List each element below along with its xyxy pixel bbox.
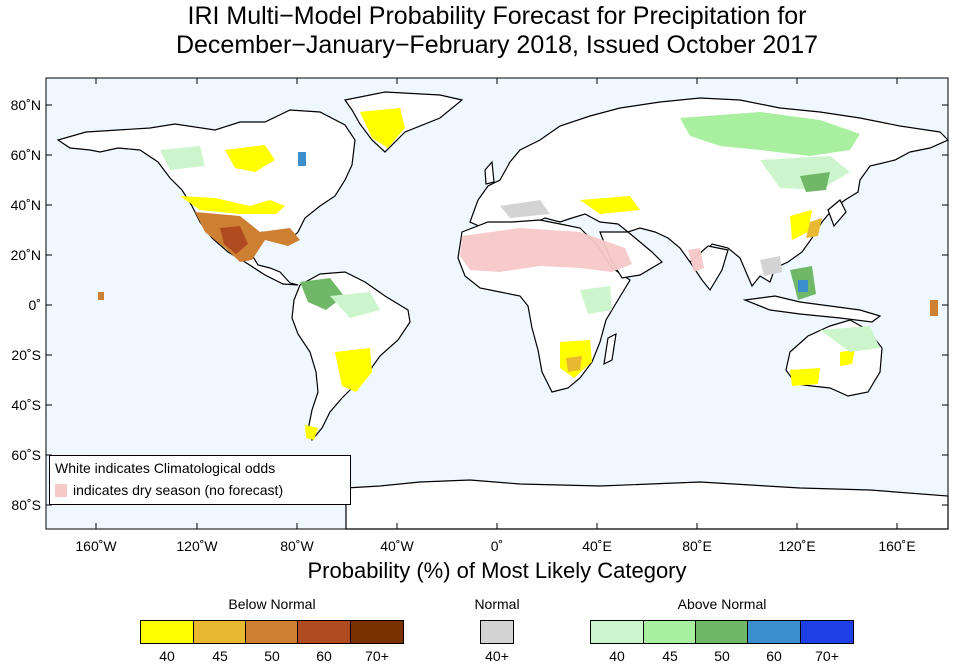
normal-40-swatch [480,620,514,644]
y-tick-20n: 20˚N [11,247,41,263]
below-45-swatch [193,620,246,644]
dry-season-swatch [55,484,67,497]
below-label-45: 45 [212,648,228,664]
below-china [790,210,812,240]
y-tick-0: 0˚ [29,297,41,313]
below-s-america [335,348,372,392]
north-america [56,109,356,286]
above-50-swatch [695,620,748,644]
below-us-south [195,212,300,262]
above-us-north [160,146,205,170]
below-60-swatch [297,620,351,644]
below-canada-yellow [225,145,275,172]
probability-axis-label: Probability (%) of Most Likely Category [307,558,687,583]
above-label-60: 60 [766,648,782,664]
x-tick-120e: 120˚E [778,538,815,554]
above-40-swatch [590,620,644,644]
y-tick-80s: 80˚S [11,497,41,513]
madagascar [603,332,617,366]
normal-e-asia [760,256,782,276]
map-title: IRI Multi−Model Probability Forecast for… [0,2,954,60]
above-label-70: 70+ [815,648,839,664]
above-amazon-light [330,292,380,318]
below-label-40: 40 [159,648,175,664]
below-label-70: 70+ [365,648,389,664]
normal-n-africa [500,200,550,218]
below-australia-east [840,350,855,366]
x-tick-0: 0˚ [491,538,503,554]
x-tick-160e: 160˚E [878,538,915,554]
above-60-swatch [747,620,801,644]
y-tick-40s: 40˚S [11,397,41,413]
above-45-swatch [643,620,696,644]
map-title-line2: December−January−February 2018, Issued O… [175,31,819,59]
below-australia [790,368,820,386]
above-maritime-60 [798,280,808,292]
inset-legend: White indicates Climatological odds indi… [49,455,351,505]
above-label-45: 45 [662,648,678,664]
japan [827,199,847,228]
below-greenland [360,108,405,148]
y-tick-60n: 60˚N [11,147,41,163]
dry-season-areas [460,228,704,272]
inset-legend-climatology-text: White indicates Climatological odds [55,460,276,476]
indonesia [742,295,882,323]
normal-areas [500,200,782,276]
above-e-africa [580,286,612,314]
y-tick-40n: 40˚N [11,197,41,213]
normal-title: Normal [474,596,520,612]
above-canada-blue [298,152,306,166]
below-label-50: 50 [264,648,280,664]
below-normal-title: Below Normal [228,596,316,612]
below-us-gulf [220,226,248,254]
x-tick-40e: 40˚E [582,538,612,554]
below-patagonia [305,425,318,440]
x-tick-120w: 120˚W [176,538,218,554]
below-70-swatch [350,620,404,644]
tick-marks [46,78,948,529]
y-tick-20s: 20˚S [11,347,41,363]
below-us-yellow [180,196,285,214]
below-label-60: 60 [316,648,332,664]
map-title-line1: IRI Multi−Model Probability Forecast for… [187,2,807,30]
dry-season-india [688,248,704,272]
above-aus-north [820,326,880,352]
below-40-swatch [140,620,194,644]
above-russia-50 [800,172,830,192]
x-tick-160w: 160˚W [75,538,117,554]
above-label-50: 50 [714,648,730,664]
above-70-swatch [800,620,854,644]
above-russia [680,112,860,156]
above-amazon [300,278,344,310]
below-china-50 [806,218,822,238]
inset-legend-dry-season-row: indicates dry season (no forecast) [55,482,283,498]
dry-season-sahara [460,228,632,272]
below-50-swatch [245,620,298,644]
y-tick-60s: 60˚S [11,447,41,463]
below-s-africa-50 [566,356,582,372]
inset-legend-dry-season-text: indicates dry season (no forecast) [73,482,284,498]
x-tick-80e: 80˚E [682,538,712,554]
uk [484,160,495,185]
above-normal-title: Above Normal [677,596,767,612]
above-normal-areas [160,112,880,352]
below-central-asia [580,196,640,214]
below-normal-areas [98,108,938,440]
normal-label-40: 40+ [485,648,509,664]
x-tick-40w: 40˚W [380,538,414,554]
above-label-40: 40 [609,648,625,664]
x-tick-80w: 80˚W [280,538,314,554]
y-tick-80n: 80˚N [11,97,41,113]
